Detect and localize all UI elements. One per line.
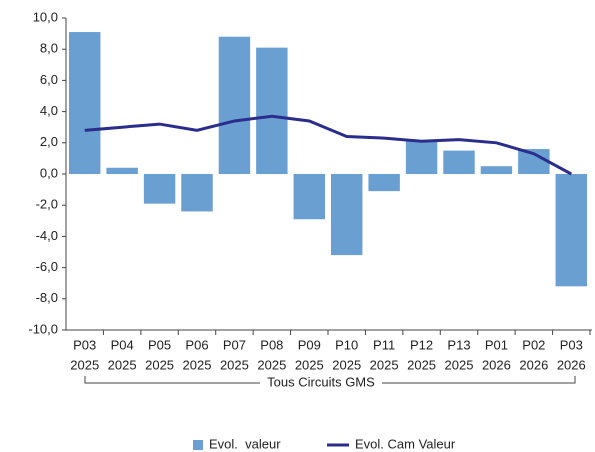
- y-tick-label: 4,0: [40, 103, 58, 118]
- x-tick-label: 2025: [108, 357, 137, 372]
- x-tick-label: 2025: [145, 357, 174, 372]
- x-tick-label: P04: [111, 337, 134, 352]
- bar: [181, 174, 213, 212]
- bar: [106, 167, 138, 174]
- bar: [405, 141, 438, 174]
- x-tick-label: 2025: [445, 357, 474, 372]
- y-tick-label: 10,0: [33, 9, 58, 24]
- x-tick-label: 2025: [332, 357, 361, 372]
- x-tick-label: P09: [298, 337, 321, 352]
- y-tick-label: 6,0: [40, 72, 58, 87]
- x-tick-label: P06: [185, 337, 208, 352]
- bar: [368, 174, 400, 192]
- bar: [330, 174, 363, 256]
- x-tick-label: 2025: [183, 357, 212, 372]
- x-tick-label: 2025: [257, 357, 286, 372]
- legend-swatch: [193, 440, 203, 450]
- x-tick-label: P12: [410, 337, 433, 352]
- bar: [443, 150, 475, 174]
- bar: [480, 166, 513, 174]
- y-tick-label: -6,0: [36, 259, 58, 274]
- x-tick-label: 2026: [482, 357, 511, 372]
- line: [84, 114, 573, 176]
- x-tick-label: 2025: [370, 357, 399, 372]
- group-label: Tous Circuits GMS: [267, 374, 375, 389]
- x-tick-label: 2026: [519, 357, 548, 372]
- y-tick-label: 8,0: [40, 41, 58, 56]
- x-tick-label: P08: [260, 337, 283, 352]
- bar: [143, 174, 176, 204]
- y-tick-label: -4,0: [36, 228, 58, 243]
- x-tick-label: 2025: [407, 357, 436, 372]
- bar: [218, 36, 251, 174]
- x-tick-label: P01: [485, 337, 508, 352]
- x-tick-label: 2025: [295, 357, 324, 372]
- legend-label: Evol. valeur: [209, 436, 281, 451]
- bar: [68, 32, 101, 174]
- x-tick-label: 2026: [557, 357, 586, 372]
- x-tick-label: P07: [223, 337, 246, 352]
- x-tick-label: P11: [373, 337, 395, 352]
- y-tick-label: -2,0: [36, 197, 58, 212]
- bar: [256, 47, 288, 174]
- y-tick-label: -8,0: [36, 290, 58, 305]
- x-tick-label: P03: [560, 337, 583, 352]
- x-tick-label: P02: [522, 337, 545, 352]
- y-tick-label: 2,0: [40, 134, 58, 149]
- bar: [555, 174, 588, 287]
- legend-label: Evol. Cam Valeur: [355, 436, 456, 451]
- bar: [293, 174, 326, 220]
- group-bracket: [84, 376, 576, 384]
- x-tick-label: P13: [447, 337, 470, 352]
- x-tick-label: P10: [335, 337, 358, 352]
- y-tick-label: -10,0: [28, 321, 58, 336]
- x-tick-label: P03: [73, 337, 96, 352]
- x-tick-label: 2025: [70, 357, 99, 372]
- x-tick-label: P05: [148, 337, 171, 352]
- x-tick-label: 2025: [220, 357, 249, 372]
- y-tick-label: 0,0: [40, 165, 58, 180]
